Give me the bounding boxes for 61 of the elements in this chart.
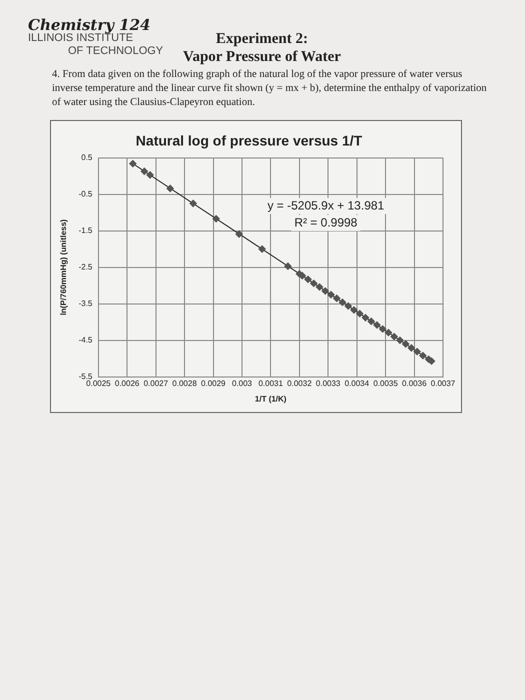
point [304, 276, 312, 284]
text: OF TECHNOLOGY [67, 45, 164, 58]
point [322, 287, 329, 295]
y-tick-label: -3.5 [78, 299, 93, 308]
y-tick-label: -0.5 [78, 190, 93, 199]
point [140, 168, 148, 176]
y-tick-label: 0.5 [81, 153, 93, 162]
x-axis-title: 1/T (1/K) [254, 394, 287, 404]
y-tick-label: -4.5 [78, 336, 93, 345]
x-tick-label: 0.0025 [86, 378, 112, 388]
point [189, 200, 197, 208]
point [378, 325, 386, 333]
x-tick-label: 0.0035 [373, 378, 398, 388]
point [356, 310, 364, 318]
text: Experiment 2: [214, 30, 309, 48]
point [402, 340, 410, 348]
x-tick-label: 0.0031 [258, 378, 284, 388]
point [396, 336, 404, 344]
point [338, 298, 346, 306]
point [327, 290, 335, 298]
x-tick-label: 0.0028 [172, 378, 198, 388]
point [212, 215, 220, 222]
point [333, 294, 340, 302]
x-tick-label: 0.0026 [114, 378, 140, 388]
point [362, 314, 370, 322]
y-tick-label: -5.5 [78, 372, 93, 382]
point [344, 302, 352, 310]
x-tick-label: 0.0029 [201, 378, 226, 388]
point [419, 352, 427, 360]
point [390, 332, 398, 340]
point [310, 280, 318, 288]
point [146, 171, 154, 179]
chart-title: Natural log of pressure versus 1/T [136, 132, 363, 148]
point [235, 230, 243, 238]
text: Vapor Pressure of Water [183, 48, 341, 66]
text: ILLINOIS INSTITUTE [28, 32, 134, 45]
point [166, 184, 174, 192]
point [258, 245, 266, 253]
x-tick-label: 0.0032 [287, 378, 312, 388]
x-tick-label: 0.003 [232, 378, 253, 388]
point [384, 328, 392, 336]
x-tick-label: 0.0037 [430, 378, 456, 388]
text: Chemistry 124 [28, 16, 150, 34]
point [368, 318, 375, 326]
y-tick-label: -2.5 [78, 262, 93, 272]
point [316, 283, 324, 291]
point [373, 321, 381, 329]
point [413, 348, 421, 356]
annotation: y = -5205.9x + 13.981 [267, 198, 385, 212]
y-tick-label: -1.5 [78, 226, 93, 236]
x-tick-label: 0.0034 [344, 378, 370, 388]
annotation: R² = 0.9998 [294, 215, 358, 230]
point [129, 160, 137, 168]
point [408, 344, 416, 352]
text: 4. From data given on the following graph of the natural log of the vapor pressure of water versus inverse temperature and the linear curve fit shown (y = mx + b), determine the enthalpy of vaporization of water using the Clausius-Clapeyron equation. [52, 68, 488, 110]
x-tick-label: 0.0027 [144, 378, 169, 388]
x-tick-label: 0.0033 [316, 378, 341, 388]
x-tick-label: 0.0036 [402, 378, 428, 388]
y-axis-title: ln(P/760mmHg) (unitless) [59, 218, 68, 316]
point [284, 262, 292, 270]
point [350, 306, 358, 314]
